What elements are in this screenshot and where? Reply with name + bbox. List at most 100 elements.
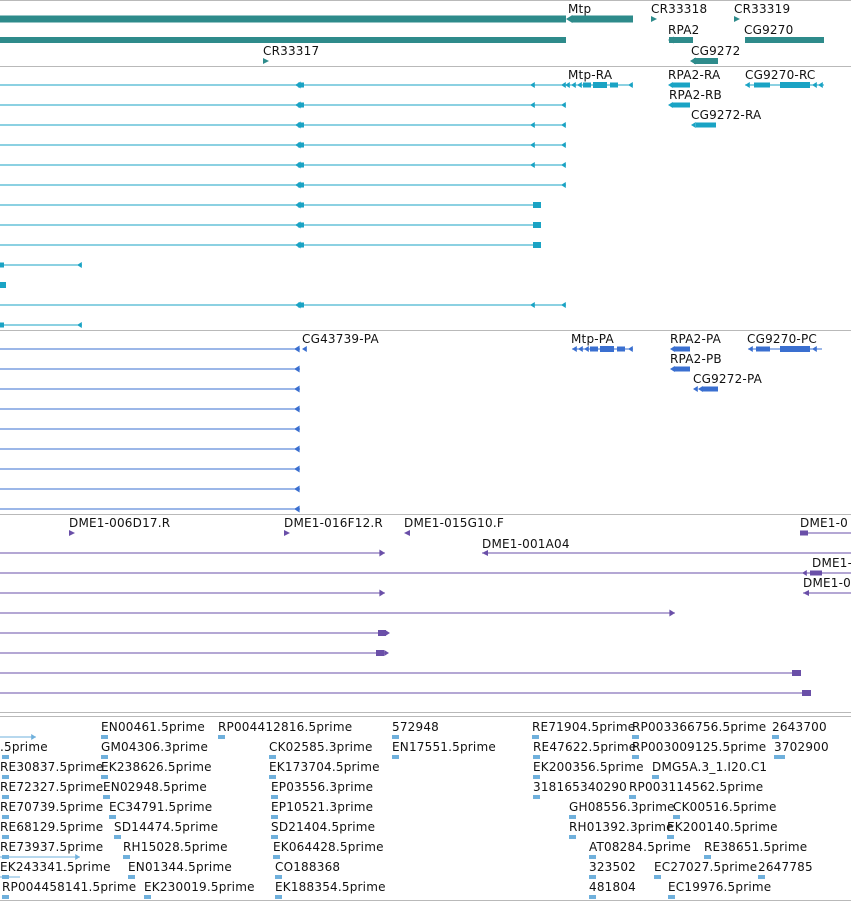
est-label[interactable]: RP003366756.5prime (632, 720, 767, 734)
strand-arrow (693, 386, 698, 392)
transcript-label[interactable]: CG43739-PA (302, 332, 379, 346)
transcript-label[interactable]: CG9270-PC (747, 332, 817, 346)
transcript-label[interactable]: RPA2-PA (670, 332, 722, 346)
est-label[interactable]: RP004458141.5prime (2, 880, 137, 894)
est-label[interactable]: EC34791.5prime (109, 800, 213, 814)
est-label[interactable]: SD21404.5prime (271, 820, 376, 834)
exon-block (271, 815, 278, 819)
est-label[interactable]: EN00461.5prime (101, 720, 205, 734)
strand-arrow (263, 58, 269, 64)
est-label[interactable]: RP004412816.5prime (218, 720, 353, 734)
est-label[interactable]: 3702900 (774, 740, 829, 754)
gene-label-cg9272[interactable]: CG9272 (691, 44, 741, 58)
est-label[interactable]: 2643700 (772, 720, 827, 734)
exon-block (0, 282, 6, 288)
est-label[interactable]: GH08556.3prime (569, 800, 675, 814)
transcript-label[interactable]: CG9270-RC (745, 68, 816, 82)
gene-label-cg9270[interactable]: CG9270 (744, 23, 794, 37)
est-label[interactable]: RH01392.3prime (569, 820, 674, 834)
exon-block (756, 346, 770, 352)
exon-block (2, 895, 9, 899)
est-label[interactable]: EK243341.5prime (0, 860, 111, 874)
est-label[interactable]: CK02585.3prime (269, 740, 373, 754)
est-label[interactable]: EK230019.5prime (144, 880, 255, 894)
est-label[interactable]: SD14474.5prime (114, 820, 219, 834)
est-label[interactable]: RE47622.5prime (533, 740, 637, 754)
est-label[interactable]: RE70739.5prime (0, 800, 104, 814)
transcript-label[interactable]: CG9272-PA (693, 372, 763, 386)
gene-label-mtp[interactable]: Mtp (568, 2, 592, 16)
cdna-label[interactable]: DME1-0 (803, 576, 851, 590)
exon-block (610, 82, 618, 88)
est-label[interactable]: CO188368 (275, 860, 341, 874)
cdna-label[interactable]: DME1-015G10.F (404, 516, 504, 530)
exon-block (778, 755, 785, 759)
est-label[interactable]: EK238626.5prime (101, 760, 212, 774)
cdna-label[interactable]: DME1- (812, 556, 851, 570)
exon-block (632, 755, 639, 759)
transcript-label[interactable]: Mtp-RA (568, 68, 613, 82)
exon-block (378, 630, 386, 636)
est-label[interactable]: DMG5A.3_1.I20.C1 (652, 760, 768, 774)
est-label[interactable]: RE30837.5prime (0, 760, 104, 774)
exon-block (271, 795, 278, 799)
est-label[interactable]: EK200356.5prime (533, 760, 644, 774)
est-label[interactable]: EN17551.5prime (392, 740, 496, 754)
est-label[interactable]: EK064428.5prime (273, 840, 384, 854)
transcript-label[interactable]: RPA2-RA (668, 68, 721, 82)
est-label[interactable]: AT08284.5prime (589, 840, 691, 854)
exon-block (702, 386, 718, 392)
exon-block (269, 755, 276, 759)
est-label[interactable]: EN02948.5prime (103, 780, 207, 794)
gene-track (0, 15, 824, 65)
est-label[interactable]: EK173704.5prime (269, 760, 380, 774)
cdna-track (0, 530, 851, 696)
transcript-label[interactable]: CG9272-RA (691, 108, 762, 122)
est-label[interactable]: 318165340290 (533, 780, 628, 794)
est-label[interactable]: 323502 (589, 860, 637, 874)
cdna-label[interactable]: DME1-0 (800, 516, 848, 530)
strand-arrow (294, 505, 300, 513)
exon-block (780, 346, 810, 352)
exon-block (218, 735, 225, 739)
est-label[interactable]: CK00516.5prime (673, 800, 777, 814)
transcript-label[interactable]: RPA2-RB (669, 88, 722, 102)
est-label[interactable]: RE72327.5prime (0, 780, 104, 794)
est-label[interactable]: RP003114562.5prime (629, 780, 764, 794)
est-label[interactable]: 2647785 (758, 860, 813, 874)
est-label[interactable]: EN01344.5prime (128, 860, 232, 874)
cdna-label[interactable]: DME1-016F12.R (284, 516, 383, 530)
est-label[interactable]: EP10521.3prime (271, 800, 374, 814)
strand-arrow (802, 570, 807, 576)
est-label[interactable]: RE38651.5prime (704, 840, 808, 854)
est-label[interactable]: EK200140.5prime (667, 820, 778, 834)
gene-label-rpa2[interactable]: RPA2 (668, 23, 700, 37)
est-label[interactable]: EP03556.3prime (271, 780, 374, 794)
est-label[interactable]: EC19976.5prime (668, 880, 772, 894)
est-label[interactable]: 572948 (392, 720, 440, 734)
est-label[interactable]: RP003009125.5prime (632, 740, 767, 754)
est-label[interactable]: .5prime (0, 740, 48, 754)
gene-label-cr33318[interactable]: CR33318 (651, 2, 708, 16)
est-label[interactable]: RH15028.5prime (123, 840, 228, 854)
strand-arrow (69, 530, 75, 536)
gene-label-cr33317[interactable]: CR33317 (263, 44, 320, 58)
strand-arrow (812, 346, 817, 352)
est-label[interactable]: RE68129.5prime (0, 820, 104, 834)
cdna-label[interactable]: DME1-006D17.R (69, 516, 171, 530)
est-label[interactable]: EC27027.5prime (654, 860, 758, 874)
transcript-label[interactable]: Mtp-PA (571, 332, 614, 346)
est-label[interactable]: EK188354.5prime (275, 880, 386, 894)
exon-block (2, 775, 9, 779)
strand-arrow (818, 82, 823, 88)
est-label[interactable]: GM04306.3prime (101, 740, 209, 754)
cdna-label[interactable]: DME1-001A04 (482, 537, 570, 551)
est-label[interactable]: RE73937.5prime (0, 840, 104, 854)
transcript-track-1 (0, 81, 824, 328)
track-separator (0, 900, 851, 901)
transcript-label[interactable]: RPA2-PB (670, 352, 722, 366)
est-label[interactable]: RE71904.5prime (532, 720, 636, 734)
est-label[interactable]: 481804 (589, 880, 637, 894)
exon-block (109, 815, 116, 819)
gene-label-cr33319[interactable]: CR33319 (734, 2, 791, 16)
